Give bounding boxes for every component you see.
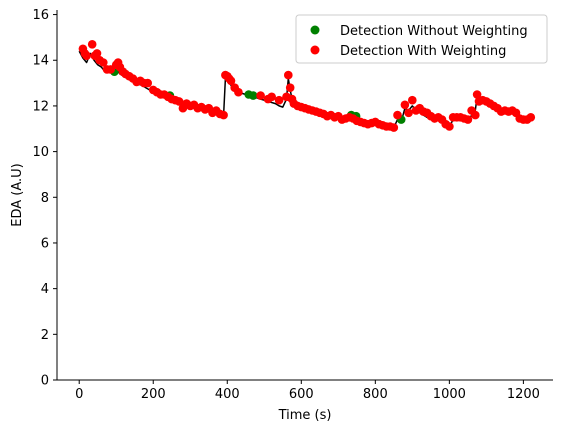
x-tick-label: 1000: [433, 387, 466, 402]
x-tick-label: 200: [141, 387, 166, 402]
point-with-weighting: [404, 108, 413, 118]
point-with-weighting: [284, 70, 293, 80]
y-tick-label: 4: [41, 282, 49, 297]
y-tick-label: 8: [41, 191, 49, 206]
legend-box: [295, 14, 548, 64]
point-with-weighting: [393, 110, 402, 120]
y-tick-label: 16: [32, 8, 49, 23]
point-with-weighting: [285, 83, 295, 92]
point-with-weighting: [408, 95, 417, 105]
series-0: [110, 67, 406, 124]
point-with-weighting: [471, 110, 480, 120]
x-tick-label: 1200: [507, 387, 540, 402]
y-tick-label: 2: [41, 328, 49, 343]
legend-label-without-weighting: Detection Without Weighting: [340, 24, 528, 39]
x-tick-label: 600: [289, 387, 314, 402]
point-with-weighting: [219, 110, 228, 120]
point-with-weighting: [226, 76, 236, 86]
point-with-weighting: [92, 49, 102, 58]
series-1: [78, 40, 536, 132]
point-with-weighting: [234, 87, 243, 97]
y-tick-label: 10: [32, 145, 49, 160]
point-with-weighting: [274, 95, 284, 105]
plot-area: [78, 40, 536, 132]
y-tick-label: 6: [41, 236, 49, 251]
legend-label-with-weighting: Detection With Weighting: [340, 44, 506, 59]
point-with-weighting: [267, 92, 277, 102]
point-with-weighting: [99, 58, 108, 67]
point-with-weighting: [256, 91, 265, 100]
ticks: 0 200 400 600 800 1000 1200 0 2 4 6 8 10 12 14 16: [32, 8, 539, 402]
legend-marker-with-weighting: [310, 45, 320, 55]
point-with-weighting: [526, 113, 536, 122]
point-with-weighting: [472, 90, 482, 99]
x-axis-label: Time (s): [278, 408, 332, 423]
legend-marker-without-weighting: [310, 25, 320, 35]
x-tick-label: 800: [363, 387, 388, 402]
point-with-weighting: [82, 51, 91, 60]
y-tick-label: 12: [32, 99, 49, 114]
x-tick-label: 400: [215, 387, 240, 402]
y-tick-label: 0: [41, 374, 49, 389]
x-tick-label: 0: [75, 387, 83, 402]
point-with-weighting: [389, 123, 399, 132]
point-with-weighting: [174, 97, 184, 106]
point-without-weighting: [248, 91, 258, 100]
point-with-weighting: [87, 40, 97, 49]
point-with-weighting: [400, 100, 410, 110]
point-with-weighting: [143, 78, 152, 88]
y-tick-label: 14: [32, 54, 49, 69]
point-with-weighting: [463, 115, 473, 124]
y-axis-label: EDA (A.U): [10, 163, 25, 226]
legend: Detection Without Weighting Detection Wi…: [295, 14, 548, 64]
axes: [56, 10, 553, 381]
point-with-weighting: [445, 122, 454, 131]
